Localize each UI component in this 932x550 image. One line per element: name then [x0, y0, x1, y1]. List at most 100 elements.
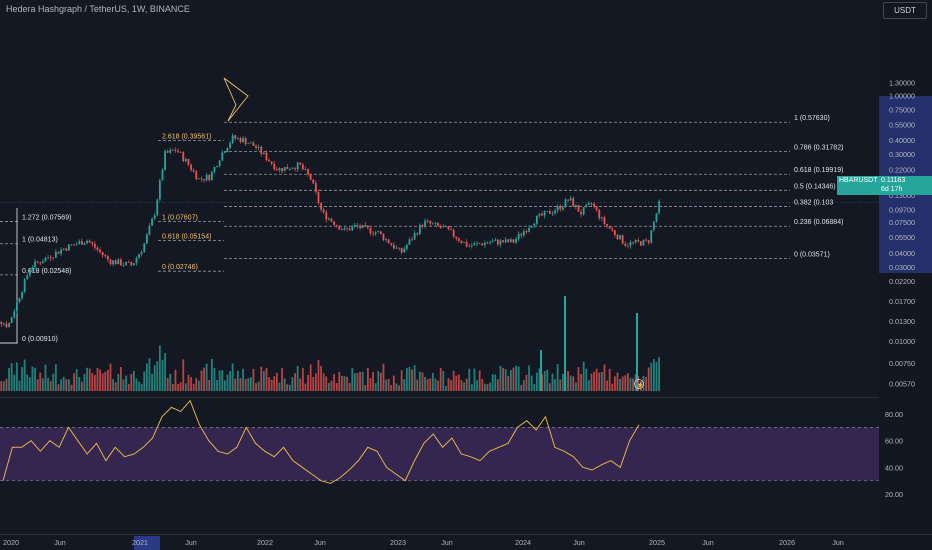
volume-bar	[301, 367, 304, 391]
price-axis	[879, 0, 932, 550]
candle	[437, 222, 439, 226]
volume-bar	[608, 368, 611, 391]
volume-bar	[143, 371, 146, 391]
candle	[442, 226, 445, 228]
candle	[327, 218, 330, 220]
volume-bar	[541, 374, 543, 391]
candle	[304, 169, 307, 170]
fib-label-4: 0.382 (0.103	[794, 199, 833, 206]
candle	[642, 239, 645, 246]
volume-bar	[476, 380, 478, 391]
volume-bar	[247, 378, 250, 391]
volume-bar	[262, 371, 265, 391]
candle	[476, 243, 478, 244]
candle	[273, 163, 276, 170]
volume-bar	[515, 365, 517, 391]
candle	[0, 322, 3, 325]
fib-label-1: 0.786 (0.31782)	[794, 144, 843, 151]
volume-bar	[374, 383, 377, 391]
candle	[23, 278, 26, 292]
volume-bar	[346, 376, 348, 391]
volume-bar	[528, 365, 530, 391]
candle	[600, 217, 603, 219]
candle	[421, 224, 424, 227]
fib-label-2: 0.618 (0.19919)	[794, 167, 843, 174]
candle	[164, 151, 166, 170]
candle	[400, 247, 403, 253]
fib-label-11: 1.272 (0.07569)	[22, 215, 71, 222]
volume-bar	[322, 373, 325, 391]
candle	[317, 191, 320, 204]
candle	[299, 162, 302, 165]
volume-bar	[268, 377, 270, 391]
candle	[54, 251, 57, 258]
volume-bar	[67, 379, 70, 391]
currency-button[interactable]: USDT	[883, 2, 927, 19]
candle	[444, 226, 447, 227]
candle	[205, 174, 208, 181]
candle	[512, 239, 515, 243]
volume-bar	[460, 379, 463, 391]
volume-bar	[109, 363, 112, 391]
price-tag-price: 0.11163	[881, 177, 906, 184]
candle	[223, 152, 226, 153]
candle	[528, 227, 530, 232]
volume-bar	[26, 374, 29, 391]
volume-bar	[439, 367, 442, 391]
candle	[530, 225, 533, 228]
volume-bar	[626, 373, 629, 391]
volume-bar	[60, 379, 62, 391]
candle	[515, 239, 517, 243]
volume-bar	[582, 361, 585, 391]
price-tick-19: 0.00570	[889, 380, 915, 389]
candle	[10, 317, 13, 324]
volume-bar	[205, 363, 208, 391]
candle	[639, 241, 642, 246]
candle	[307, 169, 309, 175]
volume-bar	[546, 369, 549, 391]
candle	[372, 233, 374, 235]
candle	[619, 235, 621, 240]
candle	[330, 218, 333, 222]
volume-bar	[569, 375, 572, 391]
candle	[239, 138, 242, 143]
candle	[106, 256, 109, 260]
volume-bar	[652, 359, 655, 391]
candle	[200, 178, 203, 180]
volume-bar	[273, 376, 276, 391]
candle	[538, 213, 541, 216]
candle	[145, 234, 148, 244]
candle	[104, 255, 107, 257]
volume-bar	[634, 374, 637, 391]
volume-bar	[244, 379, 247, 391]
price-tick-0: 1.30000	[889, 78, 915, 87]
volume-bar	[647, 367, 650, 391]
candle	[283, 166, 286, 172]
candle	[21, 291, 23, 299]
candle	[567, 199, 569, 201]
rsi-tick-1: 60.00	[885, 437, 903, 446]
volume-bar	[197, 380, 200, 391]
volume-bar	[431, 372, 434, 391]
price-tag-symbol: HBARUSDT	[839, 177, 878, 184]
price-tick-4: 0.40000	[889, 136, 915, 145]
volume-bar	[226, 374, 229, 391]
candle	[577, 205, 580, 212]
volume-bar	[416, 379, 419, 391]
volume-bar	[57, 384, 60, 391]
candle	[478, 243, 481, 244]
volume-bar	[333, 374, 335, 391]
volume-bar	[522, 380, 525, 391]
volume-bar	[577, 367, 580, 391]
volume-bar	[629, 377, 632, 391]
candle	[457, 238, 460, 241]
volume-bar	[158, 345, 161, 391]
volume-spike-2	[540, 350, 542, 391]
volume-bar	[507, 376, 510, 391]
x-tick-6: 2023	[390, 538, 406, 547]
volume-bar	[309, 364, 312, 391]
price-tick-13: 0.03000	[889, 263, 915, 272]
candle	[580, 211, 582, 215]
volume-bar	[283, 378, 286, 391]
